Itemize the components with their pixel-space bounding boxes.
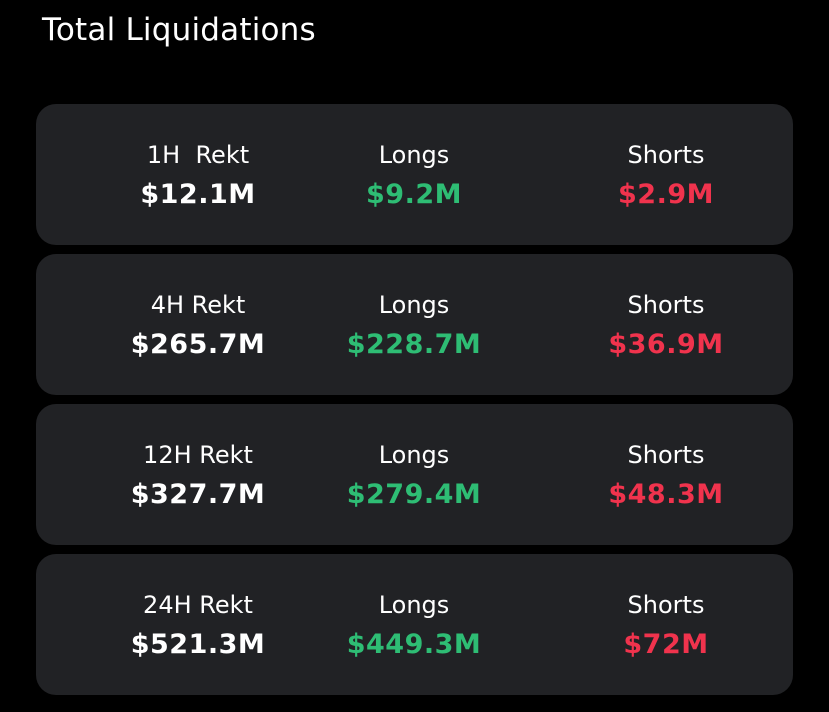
total-column: 24H Rekt $521.3M (78, 554, 318, 662)
longs-label: Longs (378, 441, 450, 469)
longs-column: Longs $228.7M (294, 254, 534, 362)
total-value: $521.3M (130, 629, 266, 660)
period-label: 12H Rekt (143, 441, 253, 469)
shorts-column: Shorts $36.9M (546, 254, 786, 362)
shorts-label: Shorts (627, 441, 705, 469)
period-label: 4H Rekt (150, 291, 246, 319)
liquidation-card-24h[interactable]: 24H Rekt $521.3M Longs $449.3M Shorts $7… (36, 554, 793, 695)
longs-column: Longs $9.2M (294, 104, 534, 212)
longs-column: Longs $279.4M (294, 404, 534, 512)
longs-value: $228.7M (346, 329, 482, 360)
longs-label: Longs (378, 591, 450, 619)
total-value: $12.1M (140, 179, 256, 210)
longs-value: $449.3M (346, 629, 482, 660)
longs-value: $9.2M (366, 179, 462, 210)
shorts-value: $36.9M (608, 329, 724, 360)
liquidations-list: 1H Rekt $12.1M Longs $9.2M Shorts $2.9M … (36, 104, 793, 704)
longs-label: Longs (378, 141, 450, 169)
shorts-column: Shorts $48.3M (546, 404, 786, 512)
longs-value: $279.4M (346, 479, 482, 510)
liquidation-card-12h[interactable]: 12H Rekt $327.7M Longs $279.4M Shorts $4… (36, 404, 793, 545)
shorts-label: Shorts (627, 591, 705, 619)
total-column: 4H Rekt $265.7M (78, 254, 318, 362)
liquidation-card-4h[interactable]: 4H Rekt $265.7M Longs $228.7M Shorts $36… (36, 254, 793, 395)
period-label: 1H Rekt (146, 141, 250, 169)
total-column: 12H Rekt $327.7M (78, 404, 318, 512)
longs-column: Longs $449.3M (294, 554, 534, 662)
shorts-column: Shorts $2.9M (546, 104, 786, 212)
liquidation-card-1h[interactable]: 1H Rekt $12.1M Longs $9.2M Shorts $2.9M (36, 104, 793, 245)
shorts-label: Shorts (627, 291, 705, 319)
page-title: Total Liquidations (42, 12, 316, 48)
total-column: 1H Rekt $12.1M (78, 104, 318, 212)
shorts-value: $48.3M (608, 479, 724, 510)
shorts-column: Shorts $72M (546, 554, 786, 662)
shorts-value: $2.9M (618, 179, 714, 210)
total-value: $327.7M (130, 479, 266, 510)
period-label: 24H Rekt (143, 591, 253, 619)
shorts-label: Shorts (627, 141, 705, 169)
longs-label: Longs (378, 291, 450, 319)
total-value: $265.7M (130, 329, 266, 360)
shorts-value: $72M (623, 629, 709, 660)
